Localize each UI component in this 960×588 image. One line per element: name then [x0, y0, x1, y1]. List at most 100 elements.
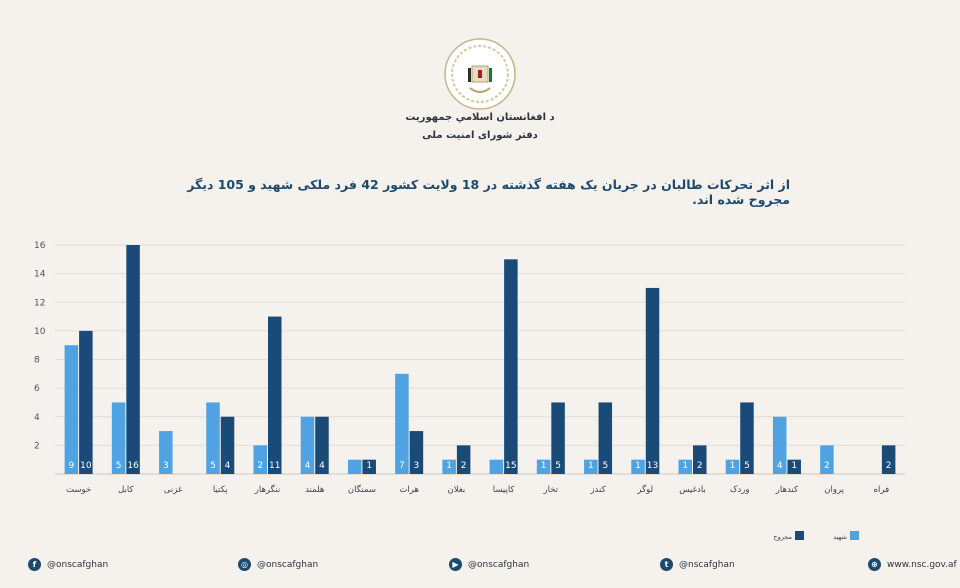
bar-value-label: 5	[555, 461, 561, 471]
youtube-icon: ▶	[449, 558, 462, 571]
x-tick-label: فراه	[874, 485, 890, 495]
legend-label: شهید	[833, 533, 847, 541]
globe-icon: ⊕	[868, 558, 881, 571]
youtube-link[interactable]: ▶ @onscafghan	[449, 558, 529, 571]
bar-injured	[79, 330, 93, 474]
x-tick-label: هلمند	[305, 485, 324, 495]
bar-value-label: 1	[791, 461, 797, 471]
chart-data-labels: 9 10 5 16 3 5 4 2 11 4 4 1 7 3 1 2 15 1 5 1 5 1 13 1 2 1 5 4 1 2 2	[68, 461, 891, 471]
bar-injured	[551, 402, 565, 474]
bar-value-label: 15	[505, 461, 516, 471]
facebook-handle: @onscafghan	[47, 559, 109, 570]
bar-injured	[456, 445, 471, 474]
bar-injured	[598, 402, 613, 474]
bar-value-label: 5	[210, 461, 216, 471]
bar-value-label: 16	[127, 461, 139, 471]
x-tick-label: کاپیسا	[493, 485, 516, 495]
bar-value-label: 2	[824, 461, 830, 471]
y-tick-label: 12	[34, 298, 45, 308]
bar-martyred	[442, 459, 456, 474]
x-tick-label: کندز	[589, 485, 606, 495]
instagram-link[interactable]: ◎ @onscafghan	[238, 558, 318, 571]
bar-martyred	[111, 402, 126, 474]
bar-value-label: 13	[647, 461, 658, 471]
bar-injured	[740, 402, 754, 474]
bar-injured	[645, 287, 660, 474]
org-name-line2: دفتر شورای امنیت ملی	[422, 130, 538, 141]
bar-injured	[693, 445, 707, 474]
x-tick-label: غزنی	[164, 485, 183, 495]
bar-value-label: 1	[682, 461, 688, 471]
bar-value-label: 5	[744, 461, 750, 471]
x-tick-label: کندهار	[775, 485, 799, 495]
website-url: www.nsc.gov.af	[887, 559, 957, 570]
x-tick-label: تخار	[543, 485, 559, 495]
y-tick-label: 16	[34, 241, 46, 251]
x-tick-label: لوگر	[636, 484, 653, 495]
bar-martyred	[159, 431, 173, 474]
bar-value-label: 5	[602, 461, 608, 471]
y-tick-label: 4	[34, 413, 40, 423]
bar-injured	[787, 459, 801, 474]
x-tick-label: پکتیا	[213, 485, 228, 495]
y-tick-label: 10	[34, 327, 46, 337]
bar-value-label: 2	[697, 461, 703, 471]
bar-injured	[315, 416, 329, 474]
bar-value-label: 2	[461, 461, 467, 471]
bar-value-label: 1	[588, 461, 594, 471]
bar-injured	[362, 459, 376, 474]
bar-martyred	[584, 459, 598, 474]
footer: f @onscafghan ◎ @onscafghan ▶ @onscafgha…	[0, 554, 960, 576]
bar-injured	[881, 445, 896, 474]
chart-title: از اثر تحرکات طالبان در جریان یک هفته گذ…	[187, 177, 790, 207]
bar-martyred	[678, 459, 692, 474]
y-axis: 2 4 6 8 10 12 14 16	[34, 241, 46, 451]
facebook-link[interactable]: f @onscafghan	[28, 558, 108, 571]
org-name-line1: د افغانستان اسلامي جمهوریت	[405, 112, 555, 123]
bar-injured	[504, 259, 518, 474]
youtube-handle: @onscafghan	[468, 559, 530, 570]
bar-martyred	[725, 459, 740, 474]
chart-legend: شهید مجروح	[773, 531, 859, 541]
twitter-handle: @nscafghan	[679, 559, 735, 570]
bar-value-label: 4	[777, 461, 783, 471]
bar-martyred	[395, 373, 409, 474]
bar-martyred	[820, 445, 834, 474]
bar-injured	[409, 431, 424, 474]
y-tick-label: 14	[34, 270, 46, 280]
chart-bars	[64, 245, 896, 474]
bar-value-label: 5	[116, 461, 122, 471]
bar-martyred	[253, 445, 267, 474]
x-tick-label: پروان	[824, 485, 844, 495]
bar-martyred	[347, 459, 362, 474]
bar-value-label: 4	[305, 461, 311, 471]
y-tick-label: 2	[34, 441, 40, 451]
twitter-icon: t	[660, 558, 673, 571]
y-tick-label: 8	[34, 356, 40, 366]
bar-value-label: 2	[886, 461, 892, 471]
legend-label: مجروح	[773, 533, 792, 541]
x-tick-label: کابل	[118, 485, 134, 495]
bar-value-label: 2	[257, 461, 263, 471]
chart-grid	[55, 244, 905, 475]
twitter-link[interactable]: t @nscafghan	[660, 558, 735, 571]
bar-value-label: 4	[225, 461, 231, 471]
x-tick-label: بادغیس	[679, 485, 706, 495]
legend-swatch	[850, 531, 859, 540]
bar-value-label: 7	[399, 461, 405, 471]
x-tick-label: بغلان	[447, 485, 465, 495]
instagram-icon: ◎	[238, 558, 251, 571]
national-emblem-icon	[444, 38, 516, 110]
bar-martyred	[206, 402, 220, 474]
x-tick-label: هرات	[399, 485, 419, 495]
bar-chart: 9 10 5 16 3 5 4 2 11 4 4 1 7 3 1 2 15 1 5 1 5 1 13 1 2 1 5 4 1 2 2 خوس…	[34, 241, 905, 541]
bar-value-label: 1	[366, 461, 372, 471]
bar-value-label: 1	[541, 461, 547, 471]
bar-value-label: 10	[80, 461, 92, 471]
website-link[interactable]: ⊕ www.nsc.gov.af	[868, 558, 957, 571]
bar-martyred	[631, 459, 645, 474]
bar-injured	[268, 316, 282, 474]
bar-martyred	[772, 416, 787, 474]
x-axis: خوست کابل غزنی پکتیا ننگرهار هلمند سمنگان هرات ب…	[66, 484, 889, 495]
x-tick-label: وردک	[730, 485, 750, 495]
